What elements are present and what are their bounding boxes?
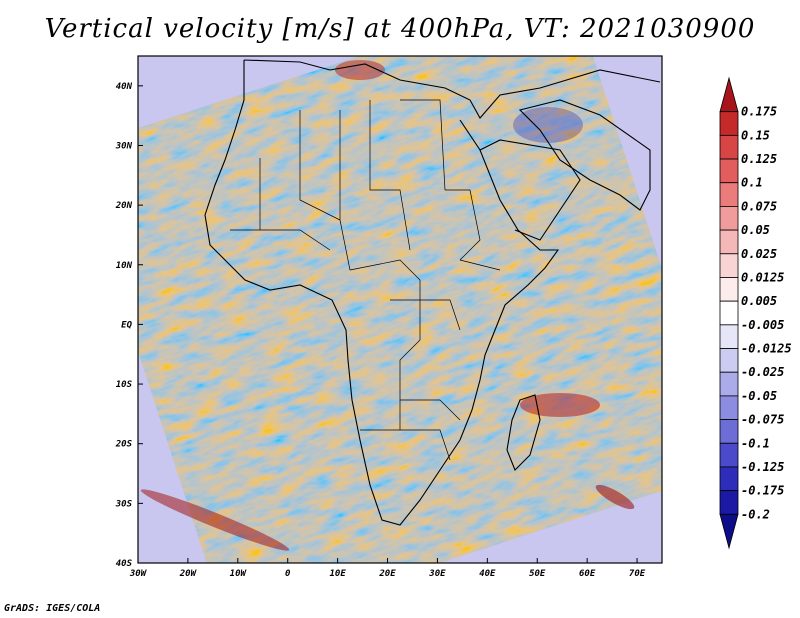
- lat-tick-label: 40S: [116, 559, 133, 569]
- legend-level-label: 0.125: [741, 152, 777, 166]
- legend-swatch: [719, 206, 739, 231]
- legend-level-label: -0.025: [741, 365, 784, 379]
- legend-swatch: [719, 348, 739, 373]
- legend-swatch: [719, 253, 739, 278]
- legend-level-label: -0.05: [741, 389, 777, 403]
- color-legend: 0.175 0.15 0.125 0.1 0.075 0.05 0.025 0.0125 0.0…: [719, 76, 792, 550]
- legend-swatch: [719, 324, 739, 349]
- plot-frame: [137, 55, 663, 564]
- lon-tick-label: 60E: [579, 569, 596, 579]
- lon-tick-label: 30E: [428, 569, 446, 579]
- legend-swatch: [719, 134, 739, 160]
- lat-tick-label: 30S: [115, 499, 133, 509]
- legend-level-label: 0.075: [741, 199, 777, 213]
- legend-swatch: [719, 490, 739, 515]
- legend-swatch: [719, 277, 739, 302]
- legend-level-label: 0.05: [741, 223, 770, 237]
- lon-tick-label: 10W: [230, 569, 248, 579]
- lat-tick-label: 40N: [116, 82, 133, 92]
- lon-tick-label: 40E: [479, 569, 496, 579]
- legend-level-label: -0.175: [741, 484, 784, 498]
- legend-level-label: 0.15: [741, 128, 770, 142]
- legend-level-label: -0.2: [741, 507, 770, 521]
- lon-tick-label: 0: [285, 569, 291, 579]
- map-axes: 30W 20W 10W 0 10E 20E 30E 40E 50E 60E 70E 40N 30N 20N…: [115, 82, 646, 579]
- legend-level-label: -0.1: [741, 436, 770, 450]
- legend-swatch: [719, 229, 739, 255]
- lon-tick-label: 50E: [529, 569, 546, 579]
- coastlines: [204, 59, 661, 526]
- legend-level-label: 0.005: [741, 294, 777, 308]
- legend-swatch: [719, 442, 739, 468]
- legend-swatch: [719, 300, 739, 326]
- lon-tick-label: 30W: [129, 569, 148, 579]
- legend-swatch: [719, 76, 739, 113]
- lat-tick-label: 10N: [116, 261, 133, 271]
- legend-level-label: 0.0125: [741, 270, 784, 284]
- lon-tick-label: 70E: [629, 569, 646, 579]
- lon-tick-label: 20E: [378, 569, 396, 579]
- lat-tick-label: EQ: [121, 320, 132, 330]
- legend-level-label: 0.025: [741, 247, 777, 261]
- legend-swatch: [719, 419, 739, 444]
- legend-level-label: -0.005: [741, 318, 784, 332]
- lon-tick-label: 20W: [179, 569, 198, 579]
- legend-swatch: [719, 158, 739, 184]
- legend-level-label: 0.175: [741, 105, 777, 119]
- legend-level-label: -0.0125: [741, 342, 792, 356]
- lat-tick-label: 20S: [115, 440, 133, 450]
- legend-swatch: [719, 111, 739, 136]
- velocity-field: [138, 56, 662, 563]
- legend-level-label: -0.125: [741, 460, 784, 474]
- legend-level-label: 0.1: [741, 176, 763, 190]
- legend-swatch: [719, 395, 739, 420]
- figure-title: Vertical velocity [m/s] at 400hPa, VT: 2…: [44, 14, 756, 44]
- grads-credit: GrADS: IGES/COLA: [4, 603, 101, 614]
- legend-level-label: -0.075: [741, 413, 784, 427]
- legend-swatch: [719, 371, 739, 397]
- lat-tick-label: 30N: [115, 141, 133, 151]
- legend-swatch: [719, 513, 739, 550]
- lon-tick-label: 10E: [329, 569, 346, 579]
- legend-swatch: [719, 466, 739, 492]
- legend-swatch: [719, 182, 739, 207]
- lat-tick-label: 20N: [115, 201, 133, 211]
- country-borders: [230, 99, 501, 461]
- lat-tick-label: 10S: [116, 380, 133, 390]
